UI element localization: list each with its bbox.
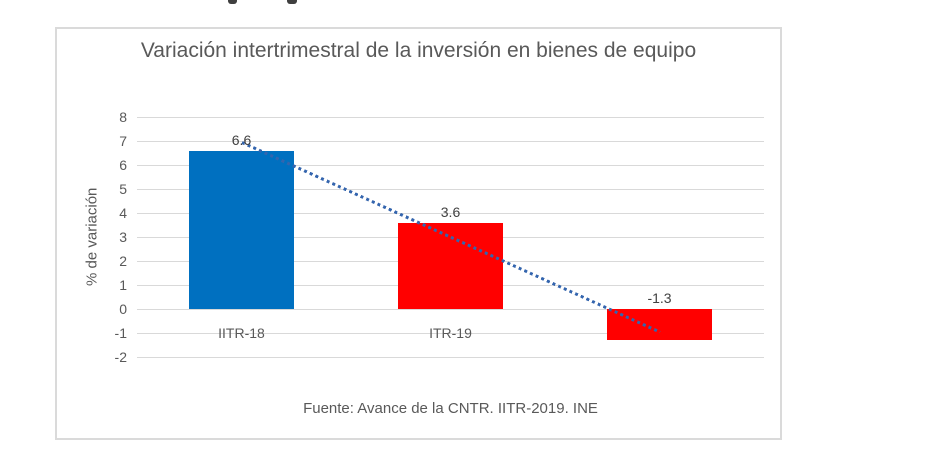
y-tick-label: 5	[119, 181, 127, 197]
y-tick-label: -2	[114, 349, 127, 365]
y-axis-tick-labels: 8 7 6 5 4 3 2 1 0 -1 -2	[57, 109, 127, 365]
y-tick-label: 3	[119, 229, 127, 245]
gridline-y--1	[137, 333, 764, 334]
gridline-y--2	[137, 357, 764, 358]
gridline-y-6	[137, 165, 764, 166]
data-label: -1.3	[647, 290, 672, 306]
category-label-IITR-18: IITR-18	[218, 325, 265, 341]
y-tick-label: 0	[119, 301, 127, 317]
chart-title: Variación intertrimestral de la inversió…	[140, 39, 697, 62]
data-label: 6.6	[231, 131, 252, 148]
gridline-y-4	[137, 213, 764, 214]
gridline-y-0	[137, 309, 764, 310]
y-tick-label: 7	[119, 133, 127, 149]
y-tick-label: 4	[119, 205, 127, 221]
y-tick-label: 2	[119, 253, 127, 269]
bar-IITR-18	[189, 150, 294, 309]
y-tick-label: -1	[114, 325, 127, 341]
source-note: Fuente: Avance de la CNTR. IITR-2019. IN…	[303, 400, 598, 417]
plot-area: 6.6 3.6 -1.3 IITR-18 ITR-19	[137, 117, 764, 358]
y-tick-label: 1	[119, 277, 127, 293]
category-label-ITR-19: ITR-19	[429, 325, 472, 341]
y-tick-label: 8	[119, 109, 127, 125]
chart-frame: Variación intertrimestral de la inversió…	[55, 27, 782, 440]
y-tick-label: 6	[119, 157, 127, 173]
gridline-y-7	[137, 141, 764, 142]
cropped-text-fragment	[228, 0, 237, 4]
cropped-text-fragment	[287, 0, 297, 4]
data-label: 3.6	[440, 203, 461, 220]
gridline-y-8	[137, 117, 764, 118]
gridline-y-5	[137, 189, 764, 190]
